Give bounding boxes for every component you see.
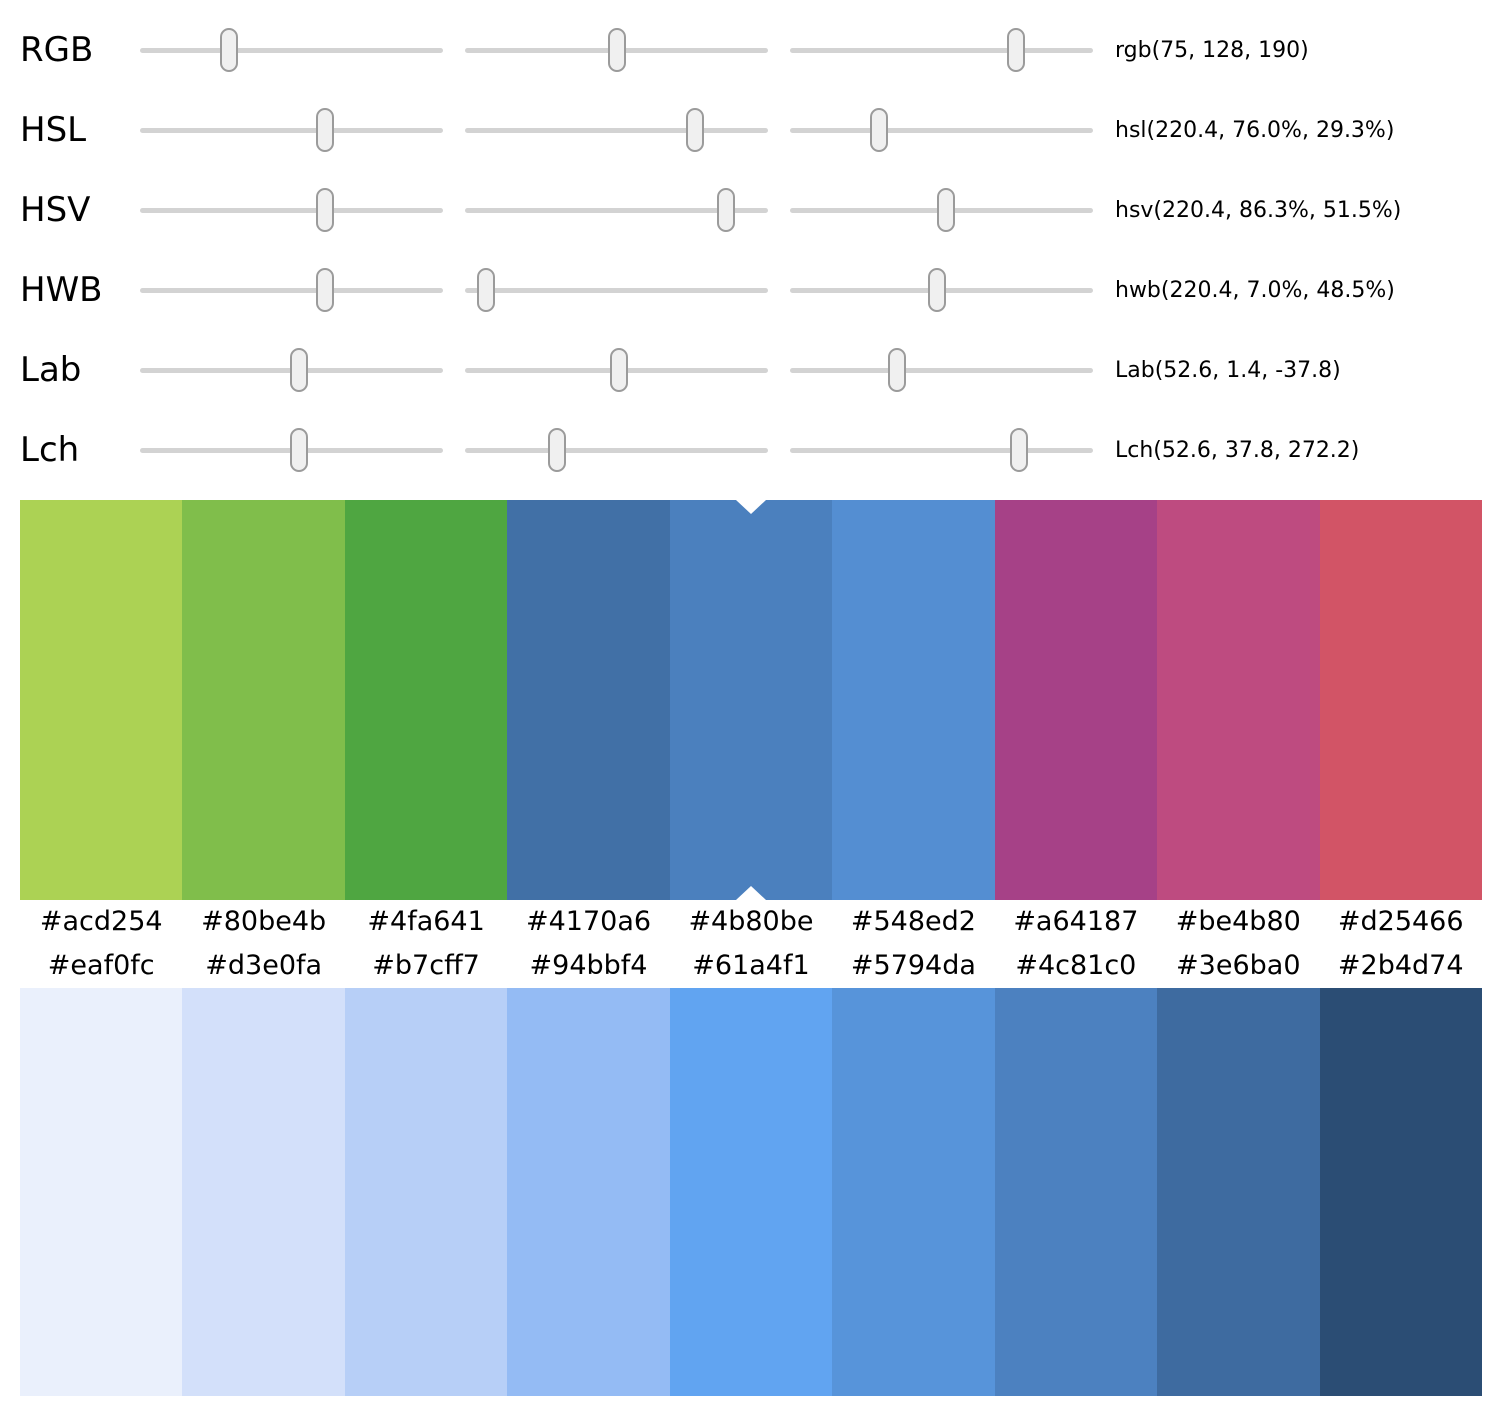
slider-thumb-1[interactable] (316, 108, 335, 152)
color-swatch[interactable] (20, 988, 183, 1396)
color-swatch[interactable] (1319, 500, 1482, 900)
colorspace-label: RGB (20, 30, 94, 70)
color-swatch[interactable] (344, 988, 508, 1396)
slider-thumb-2[interactable] (477, 268, 496, 312)
swatch-hex-label: #eaf0fc (47, 950, 155, 981)
slider-track-3[interactable] (790, 428, 1093, 472)
color-value-text: Lab(52.6, 1.4, -37.8) (1115, 357, 1341, 383)
slider-track-1[interactable] (140, 28, 443, 72)
slider-thumb-3[interactable] (1006, 28, 1025, 72)
slider-track-1[interactable] (140, 268, 443, 312)
slider-row: RGB rgb(75, 128, 190) (0, 10, 1501, 90)
color-swatch-selected[interactable] (669, 500, 833, 900)
slider-track-2[interactable] (465, 28, 768, 72)
swatch-hex-label: #4b80be (688, 906, 814, 937)
slider-track-2[interactable] (465, 108, 768, 152)
slider-track-3[interactable] (790, 348, 1093, 392)
slider-row: Lch Lch(52.6, 37.8, 272.2) (0, 410, 1501, 490)
slider-track-3[interactable] (790, 108, 1093, 152)
swatch-hex-label: #d3e0fa (205, 950, 323, 981)
slider-thumb-1[interactable] (220, 28, 239, 72)
colorspace-label: Lch (20, 430, 80, 470)
color-swatch[interactable] (994, 988, 1158, 1396)
slider-thumb-1[interactable] (290, 348, 309, 392)
slider-thumb-3[interactable] (937, 188, 956, 232)
swatch-hex-label: #be4b80 (1175, 906, 1301, 937)
color-swatch[interactable] (994, 500, 1158, 900)
slider-thumb-2[interactable] (608, 28, 627, 72)
swatch-hex-label: #61a4f1 (692, 950, 810, 981)
slider-thumb-2[interactable] (686, 108, 705, 152)
color-swatch[interactable] (182, 500, 345, 900)
slider-track-2[interactable] (465, 428, 768, 472)
slider-track-3[interactable] (790, 28, 1093, 72)
slider-thumb-3[interactable] (1010, 428, 1029, 472)
color-value-text: hsv(220.4, 86.3%, 51.5%) (1115, 197, 1402, 223)
slider-thumb-2[interactable] (548, 428, 567, 472)
bottom-color-palette (20, 988, 1482, 1396)
slider-track-3[interactable] (790, 188, 1093, 232)
swatch-hex-label: #5794da (850, 950, 976, 981)
color-swatch[interactable] (1157, 500, 1320, 900)
slider-track-2[interactable] (465, 268, 768, 312)
slider-thumb-2[interactable] (609, 348, 628, 392)
colorspace-label: HSL (20, 110, 87, 150)
slider-thumb-1[interactable] (290, 428, 309, 472)
swatch-hex-label: #acd254 (39, 906, 163, 937)
slider-row: Lab Lab(52.6, 1.4, -37.8) (0, 330, 1501, 410)
selected-marker-bottom-icon (735, 886, 766, 900)
slider-thumb-3[interactable] (869, 108, 888, 152)
color-sliders-panel: RGB rgb(75, 128, 190) HSL hsl(220.4, 76.… (0, 0, 1501, 490)
slider-row: HSL hsl(220.4, 76.0%, 29.3%) (0, 90, 1501, 170)
color-swatch[interactable] (182, 988, 345, 1396)
slider-thumb-3[interactable] (888, 348, 907, 392)
colorspace-label: HWB (20, 270, 103, 310)
color-swatch[interactable] (1157, 988, 1320, 1396)
top-color-palette (20, 500, 1482, 900)
swatch-hex-label: #80be4b (201, 906, 327, 937)
color-value-text: hsl(220.4, 76.0%, 29.3%) (1115, 117, 1395, 143)
swatch-hex-label: #4c81c0 (1015, 950, 1137, 981)
swatch-hex-label: #b7cff7 (372, 950, 480, 981)
color-swatch[interactable] (669, 988, 833, 1396)
selected-marker-top-icon (735, 500, 766, 514)
slider-track-2[interactable] (465, 188, 768, 232)
slider-track-1[interactable] (140, 108, 443, 152)
slider-track-3[interactable] (790, 268, 1093, 312)
color-swatch[interactable] (1319, 988, 1482, 1396)
swatch-hex-label: #2b4d74 (1337, 950, 1464, 981)
slider-row: HWB hwb(220.4, 7.0%, 48.5%) (0, 250, 1501, 330)
color-swatch[interactable] (20, 500, 183, 900)
swatch-hex-label: #3e6ba0 (1176, 950, 1301, 981)
color-value-text: hwb(220.4, 7.0%, 48.5%) (1115, 277, 1395, 303)
slider-track-2[interactable] (465, 348, 768, 392)
color-swatch[interactable] (344, 500, 508, 900)
top-palette-hex-labels: #acd254 #80be4b #4fa641 #4170a6 #4b80be #548e… (20, 900, 1482, 944)
swatch-hex-label: #94bbf4 (529, 950, 648, 981)
colorspace-label: Lab (20, 350, 82, 390)
slider-track-1[interactable] (140, 428, 443, 472)
swatch-hex-label: #4170a6 (526, 906, 652, 937)
bottom-palette-hex-labels: #eaf0fc #d3e0fa #b7cff7 #94bbf4 #61a4f1 #5794… (20, 944, 1482, 988)
colorspace-label: HSV (20, 190, 91, 230)
slider-track-1[interactable] (140, 188, 443, 232)
swatch-hex-label: #4fa641 (367, 906, 485, 937)
color-swatch[interactable] (832, 988, 995, 1396)
slider-track-1[interactable] (140, 348, 443, 392)
slider-thumb-2[interactable] (717, 188, 736, 232)
color-swatch[interactable] (832, 500, 995, 900)
color-value-text: Lch(52.6, 37.8, 272.2) (1115, 437, 1360, 463)
slider-thumb-3[interactable] (927, 268, 946, 312)
swatch-hex-label: #a64187 (1013, 906, 1139, 937)
slider-row: HSV hsv(220.4, 86.3%, 51.5%) (0, 170, 1501, 250)
color-swatch[interactable] (507, 500, 670, 900)
slider-thumb-1[interactable] (316, 268, 335, 312)
swatch-hex-label: #548ed2 (850, 906, 976, 937)
slider-thumb-1[interactable] (316, 188, 335, 232)
color-swatch[interactable] (507, 988, 670, 1396)
swatch-hex-label: #d25466 (1337, 906, 1464, 937)
color-value-text: rgb(75, 128, 190) (1115, 37, 1309, 63)
